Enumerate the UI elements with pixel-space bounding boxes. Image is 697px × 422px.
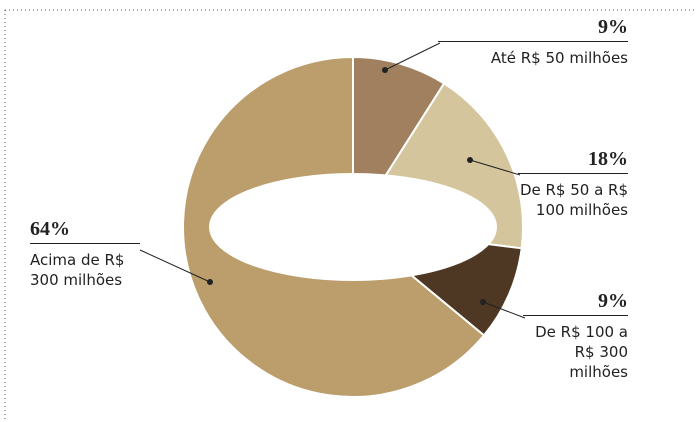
leader-dot — [467, 157, 473, 163]
slice-label: 9% De R$ 100 a R$ 300 milhões — [523, 290, 628, 382]
value-label: 18% — [518, 148, 628, 174]
leader-line — [482, 301, 526, 319]
value-label: 64% — [30, 218, 140, 244]
value-label: 9% — [523, 290, 628, 316]
donut-hole — [209, 173, 497, 281]
slice-label: 64% Acima de R$ 300 milhões — [30, 218, 140, 290]
slice-label: 9% Até R$ 50 milhões — [438, 16, 628, 68]
leader-line — [469, 159, 521, 176]
slice-label: 18% De R$ 50 a R$ 100 milhões — [518, 148, 628, 220]
leader-dot — [480, 299, 486, 305]
category-label: Até R$ 50 milhões — [490, 49, 628, 67]
leader-dot — [207, 279, 213, 285]
leader-line — [384, 42, 441, 71]
value-label: 9% — [438, 16, 628, 42]
leader-line — [139, 249, 211, 283]
category-label: Acima de R$ 300 milhões — [30, 251, 125, 289]
category-label: De R$ 100 a R$ 300 milhões — [535, 323, 628, 381]
leader-dot — [382, 67, 388, 73]
category-label: De R$ 50 a R$ 100 milhões — [519, 181, 628, 219]
